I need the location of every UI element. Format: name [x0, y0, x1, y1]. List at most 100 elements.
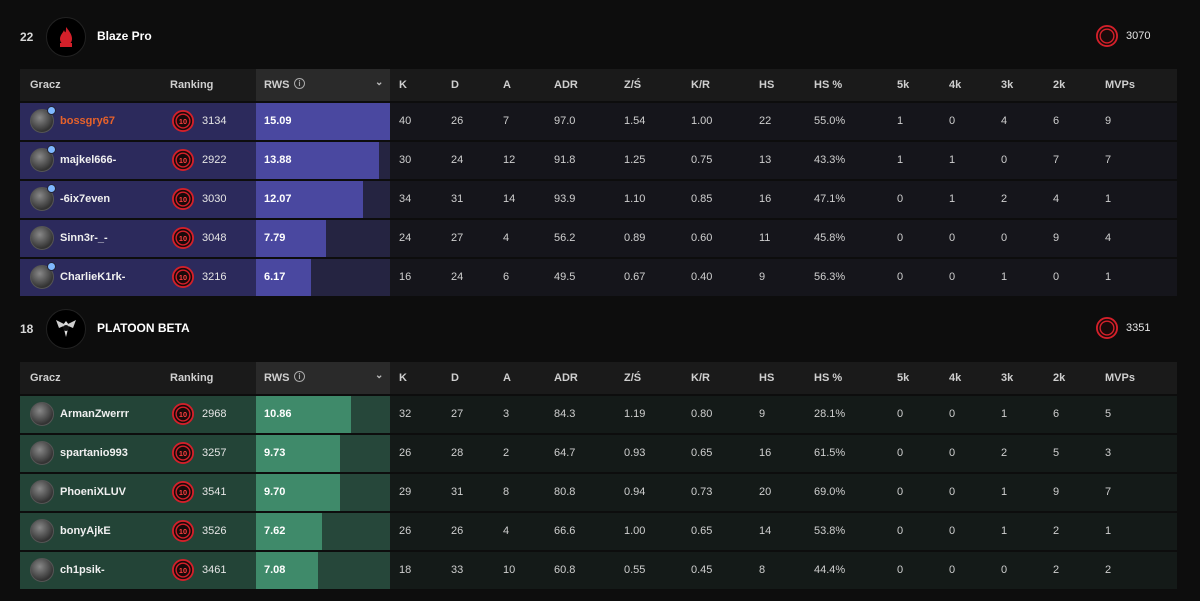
- avatar[interactable]: [30, 402, 54, 426]
- chevron-down-icon[interactable]: ⌄: [375, 77, 384, 88]
- col-header-k2[interactable]: 2k: [1053, 79, 1066, 91]
- table-row[interactable]: CharlieK1rk- 10 3216 6.17 16 24 6 49.5 0.67 0.40 9…: [20, 259, 1177, 296]
- col-header-kd-round[interactable]: Z/Ś: [624, 79, 642, 91]
- avatar[interactable]: [30, 187, 54, 211]
- col-header-mvps[interactable]: MVPs: [1105, 79, 1135, 91]
- col-header-a[interactable]: A: [503, 79, 511, 91]
- rws-bar-fill: [256, 259, 311, 296]
- player-cell[interactable]: Sinn3r-_- 10 3048: [20, 220, 256, 257]
- col-header-k[interactable]: K: [399, 372, 407, 384]
- player-name[interactable]: -6ix7even: [60, 193, 111, 205]
- info-icon[interactable]: i: [294, 371, 305, 382]
- player-name[interactable]: Sinn3r-_-: [60, 232, 108, 244]
- stat-kr: 0.45: [691, 564, 713, 576]
- avatar[interactable]: [30, 558, 54, 582]
- player-elo: 3134: [202, 115, 227, 127]
- table-row[interactable]: -6ix7even 10 3030 12.07 34 31 14 93.9 1.10 0.85 16…: [20, 181, 1177, 218]
- stat-mvps: 7: [1105, 154, 1112, 166]
- player-name[interactable]: ArmanZwerrr: [60, 408, 130, 420]
- col-header-k4[interactable]: 4k: [949, 79, 962, 91]
- col-header-ranking[interactable]: Ranking: [170, 79, 214, 91]
- stat-mvps: 9: [1105, 115, 1112, 127]
- stat-k2: 6: [1053, 115, 1060, 127]
- stat-k5: 0: [897, 271, 904, 283]
- col-header-d[interactable]: D: [451, 79, 459, 91]
- table-row[interactable]: ArmanZwerrr 10 2968 10.86 32 27 3 84.3 1.19 0.80 9…: [20, 396, 1177, 433]
- player-name[interactable]: majkel666-: [60, 154, 117, 166]
- avatar[interactable]: [30, 519, 54, 543]
- avatar[interactable]: [30, 441, 54, 465]
- col-header-adr[interactable]: ADR: [554, 79, 578, 91]
- stat-adr: 56.2: [554, 232, 576, 244]
- player-cell[interactable]: CharlieK1rk- 10 3216: [20, 259, 256, 296]
- avatar[interactable]: [30, 480, 54, 504]
- stat-k3: 2: [1001, 193, 1008, 205]
- player-name[interactable]: bonyAjkE: [60, 525, 111, 537]
- col-header-kr[interactable]: K/R: [691, 79, 710, 91]
- team-score: 22: [20, 30, 34, 44]
- col-header-k3[interactable]: 3k: [1001, 372, 1014, 384]
- player-cell[interactable]: bossgry67 10 3134: [20, 103, 256, 140]
- player-cell[interactable]: bonyAjkE 10 3526: [20, 513, 256, 550]
- col-header-hs-pct[interactable]: HS %: [814, 79, 843, 91]
- col-header-k5[interactable]: 5k: [897, 79, 910, 91]
- player-cell[interactable]: majkel666- 10 2922: [20, 142, 256, 179]
- player-cell[interactable]: ch1psik- 10 3461: [20, 552, 256, 589]
- col-header-player[interactable]: Gracz: [30, 372, 61, 384]
- player-elo: 3461: [202, 564, 227, 576]
- player-cell[interactable]: PhoeniXLUV 10 3541: [20, 474, 256, 511]
- stat-hs-pct: 53.8%: [814, 525, 846, 537]
- player-cell[interactable]: -6ix7even 10 3030: [20, 181, 256, 218]
- stat-adr: 93.9: [554, 193, 576, 205]
- info-icon[interactable]: i: [294, 78, 305, 89]
- col-header-k2[interactable]: 2k: [1053, 372, 1066, 384]
- col-header-d[interactable]: D: [451, 372, 459, 384]
- col-header-player[interactable]: Gracz: [30, 79, 61, 91]
- stat-adr: 97.0: [554, 115, 576, 127]
- table-row[interactable]: bossgry67 10 3134 15.09 40 26 7 97.0 1.54 1.00 22 5…: [20, 103, 1177, 140]
- col-header-k[interactable]: K: [399, 79, 407, 91]
- avatar[interactable]: [30, 226, 54, 250]
- team-header: 18 PLATOON BETA 3351: [0, 309, 1200, 349]
- player-name[interactable]: ch1psik-: [60, 564, 105, 576]
- stat-hs-pct: 43.3%: [814, 154, 846, 166]
- player-name[interactable]: PhoeniXLUV: [60, 486, 127, 498]
- team-name[interactable]: PLATOON BETA: [97, 321, 190, 335]
- col-header-mvps[interactable]: MVPs: [1105, 372, 1135, 384]
- chevron-down-icon[interactable]: ⌄: [375, 370, 384, 381]
- player-cell[interactable]: spartanio993 10 3257: [20, 435, 256, 472]
- player-cell[interactable]: ArmanZwerrr 10 2968: [20, 396, 256, 433]
- player-name[interactable]: spartanio993: [60, 447, 128, 459]
- table-row[interactable]: Sinn3r-_- 10 3048 7.79 24 27 4 56.2 0.89 0.60 11 45…: [20, 220, 1177, 257]
- col-header-rws[interactable]: RWS i ⌄: [256, 69, 390, 101]
- col-header-hs[interactable]: HS: [759, 79, 775, 91]
- player-name[interactable]: bossgry67: [60, 115, 116, 127]
- stat-k4: 0: [949, 564, 956, 576]
- rws-bar: 13.88: [256, 142, 390, 179]
- stat-k4: 1: [949, 193, 956, 205]
- team-header: 22 Blaze Pro 3070: [0, 17, 1200, 57]
- col-header-hs-pct[interactable]: HS %: [814, 372, 843, 384]
- col-header-rws[interactable]: RWS i ⌄: [256, 362, 390, 394]
- table-row[interactable]: spartanio993 10 3257 9.73 26 28 2 64.7 0.93 0.65 1…: [20, 435, 1177, 472]
- team-name[interactable]: Blaze Pro: [97, 29, 152, 43]
- col-header-k5[interactable]: 5k: [897, 372, 910, 384]
- stat-d: 24: [451, 271, 464, 283]
- player-name[interactable]: CharlieK1rk-: [60, 271, 126, 283]
- table-row[interactable]: majkel666- 10 2922 13.88 30 24 12 91.8 1.25 0.75 1…: [20, 142, 1177, 179]
- level-number: 10: [179, 273, 187, 282]
- col-header-kd-round[interactable]: Z/Ś: [624, 372, 642, 384]
- col-header-ranking[interactable]: Ranking: [170, 372, 214, 384]
- col-header-a[interactable]: A: [503, 372, 511, 384]
- stat-k2: 9: [1053, 486, 1060, 498]
- col-header-k4[interactable]: 4k: [949, 372, 962, 384]
- col-header-adr[interactable]: ADR: [554, 372, 578, 384]
- col-header-hs[interactable]: HS: [759, 372, 775, 384]
- table-row[interactable]: PhoeniXLUV 10 3541 9.70 29 31 8 80.8 0.94 0.73 20 6…: [20, 474, 1177, 511]
- stat-mvps: 1: [1105, 525, 1112, 537]
- stat-hs-pct: 56.3%: [814, 271, 846, 283]
- col-header-kr[interactable]: K/R: [691, 372, 710, 384]
- table-row[interactable]: bonyAjkE 10 3526 7.62 26 26 4 66.6 1.00 0.65 14 53.…: [20, 513, 1177, 550]
- table-row[interactable]: ch1psik- 10 3461 7.08 18 33 10 60.8 0.55 0.45 8 44.…: [20, 552, 1177, 589]
- col-header-k3[interactable]: 3k: [1001, 79, 1014, 91]
